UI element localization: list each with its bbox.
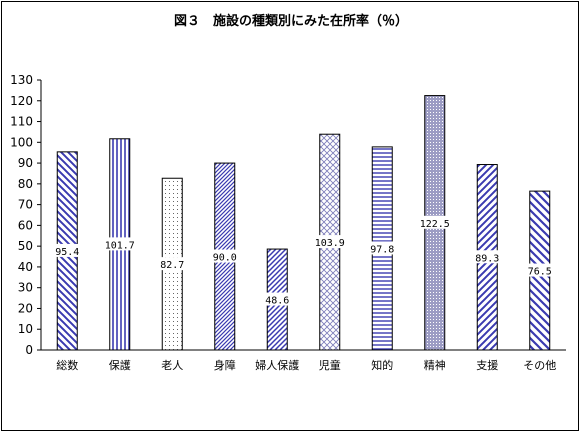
data-label-bg [262, 292, 292, 306]
category-label: 知的 [371, 358, 393, 372]
y-tick-label: 50 [18, 239, 33, 253]
category-label: 身障 [214, 358, 236, 372]
y-tick-label: 60 [18, 218, 33, 232]
data-label-bg [525, 263, 555, 277]
chart-title: 図３ 施設の種類別にみた在所率（％） [173, 14, 408, 29]
category-label: 児童 [319, 358, 341, 372]
y-axis: 0 10 20 30 40 50 60 70 80 90 100 110 120 130 [10, 73, 42, 357]
data-label: 89.3 [475, 253, 499, 264]
bars [56, 95, 551, 351]
y-tick-label: 110 [10, 115, 33, 129]
y-tick-label: 40 [18, 260, 33, 274]
data-label: 97.8 [370, 244, 394, 255]
y-tick-label: 90 [18, 156, 33, 170]
y-tick-label: 0 [25, 343, 33, 357]
category-label: 支援 [476, 358, 498, 372]
data-label: 48.6 [265, 296, 289, 307]
y-tick-label: 30 [18, 281, 33, 295]
data-label: 122.5 [420, 219, 450, 230]
data-label-bg [52, 243, 82, 257]
y-tick-label: 10 [18, 322, 33, 336]
category-label: 保護 [109, 358, 131, 372]
data-label-bg [312, 235, 348, 249]
y-tick-label: 20 [18, 301, 33, 315]
category-label: 婦人保護 [255, 358, 299, 372]
data-label: 101.7 [105, 240, 135, 251]
data-label: 76.5 [528, 267, 552, 278]
data-label-bg [367, 241, 397, 255]
data-label-bg [472, 250, 502, 264]
data-label-bg [157, 257, 187, 271]
data-label: 95.4 [55, 247, 79, 258]
y-tick-label: 130 [10, 73, 33, 87]
category-label: 総数 [56, 358, 78, 372]
y-tick-label: 80 [18, 177, 33, 191]
y-tick-label: 120 [10, 94, 33, 108]
data-labels: 95.4 101.7 82.7 90.0 48.6 103.9 97.8 122.5 89.3 7… [52, 215, 555, 307]
category-label: その他 [523, 359, 556, 372]
x-axis: 総数 保護 老人 身障 婦人保護 児童 知的 精神 支援 その他 [41, 349, 566, 372]
y-tick-label: 70 [18, 198, 33, 212]
y-tick-label: 100 [10, 135, 33, 149]
data-label-bg [102, 237, 138, 251]
category-label: 精神 [424, 358, 446, 372]
data-label: 82.7 [160, 260, 184, 271]
category-label: 老人 [161, 359, 183, 372]
data-label-bg [417, 215, 453, 229]
data-label-bg [210, 249, 240, 263]
data-label: 103.9 [315, 238, 345, 249]
data-label: 90.0 [213, 253, 237, 264]
